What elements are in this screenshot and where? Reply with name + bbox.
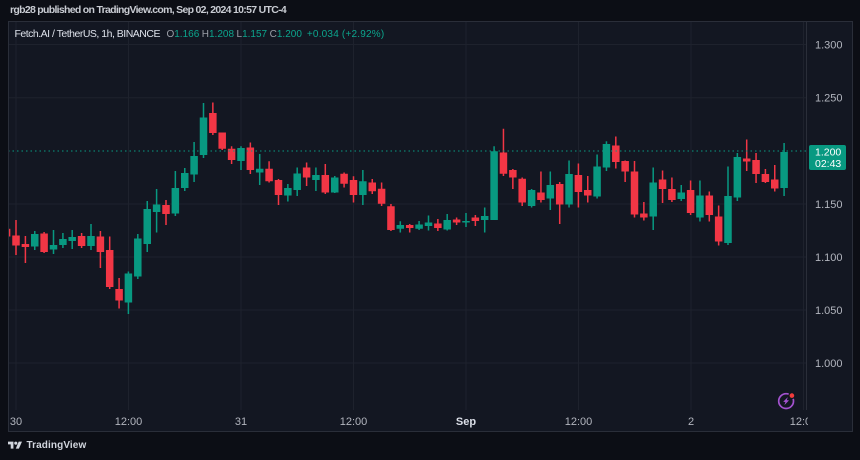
svg-text:1.000: 1.000 — [815, 358, 843, 370]
svg-text:12:00: 12:00 — [790, 416, 818, 428]
svg-text:12:00: 12:00 — [115, 416, 143, 428]
svg-text:31: 31 — [235, 416, 247, 428]
svg-text:1.300: 1.300 — [815, 39, 843, 51]
svg-text:2: 2 — [688, 416, 694, 428]
svg-text:1.050: 1.050 — [815, 305, 843, 317]
svg-text:1.150: 1.150 — [815, 199, 843, 211]
svg-text:1.100: 1.100 — [815, 252, 843, 264]
svg-text:02:43: 02:43 — [815, 158, 841, 170]
svg-text:1.250: 1.250 — [815, 93, 843, 105]
svg-text:12:00: 12:00 — [565, 416, 593, 428]
svg-text:30: 30 — [10, 416, 22, 428]
svg-text:Sep: Sep — [456, 416, 476, 428]
svg-text:12:00: 12:00 — [340, 416, 368, 428]
svg-text:1.200: 1.200 — [815, 147, 841, 159]
